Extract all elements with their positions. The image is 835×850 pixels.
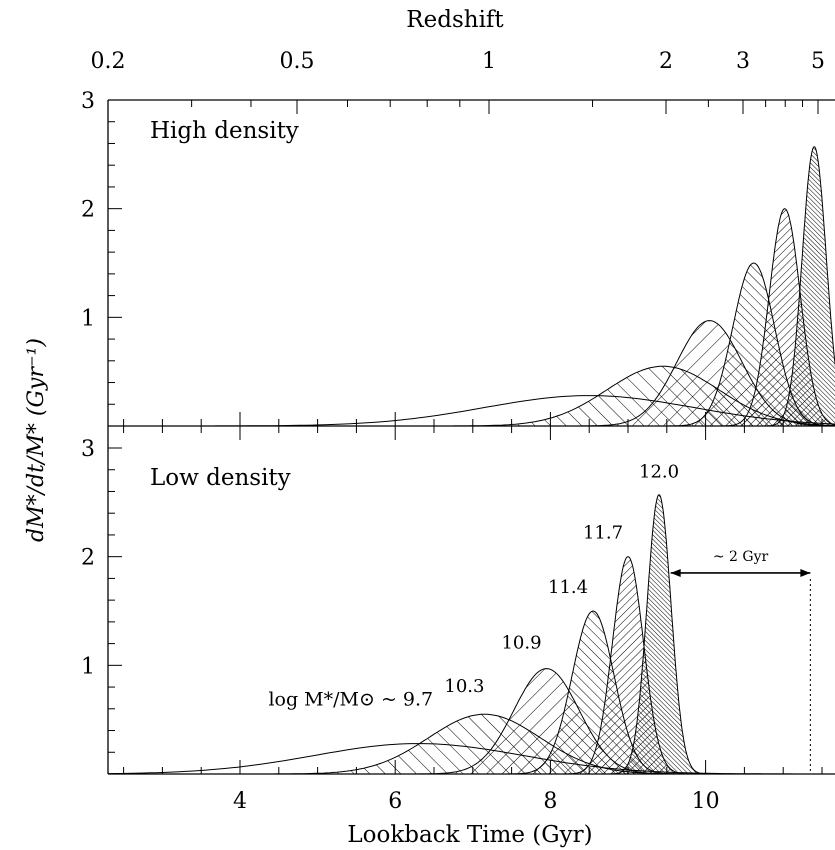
y-tick-label: 3	[81, 89, 95, 114]
arrow-head-right	[800, 568, 811, 577]
y-tick-label: 1	[81, 306, 95, 331]
series-label-11-4: 11.4	[548, 577, 588, 598]
x-tick-label: 4	[233, 789, 247, 814]
gap-annotation: ~ 2 Gyr	[713, 549, 769, 565]
sfh-curve-12	[763, 146, 835, 426]
bottom-panel	[108, 494, 835, 774]
series-label-9-7: log M*/M⊙ ~ 9.7	[268, 689, 433, 711]
series-label-10-3: 10.3	[444, 676, 484, 697]
y-tick-label: 1	[81, 654, 95, 679]
top-panel-title: High density	[150, 118, 299, 144]
redshift-tick-label: 1	[482, 49, 496, 74]
series-label-10-9: 10.9	[501, 633, 541, 654]
series-label-11-7: 11.7	[583, 523, 623, 544]
top-panel	[149, 146, 835, 426]
redshift-tick-label: 2	[659, 49, 673, 74]
x-tick-label: 6	[388, 789, 402, 814]
x-tick-label: 8	[543, 789, 557, 814]
y-tick-label: 2	[81, 198, 95, 223]
redshift-axis-label: Redshift	[406, 7, 504, 33]
arrow-head-left	[670, 568, 681, 577]
y-axis-label: dM*/dt/M* (Gyr⁻¹)	[24, 338, 49, 542]
x-axis-label: Lookback Time (Gyr)	[347, 822, 592, 848]
series-label-12: 12.0	[639, 462, 679, 483]
bottom-panel-title: Low density	[150, 465, 291, 491]
sfh-curve-12	[608, 494, 710, 774]
redshift-tick-label: 0.5	[280, 49, 315, 74]
redshift-tick-label: 0.2	[91, 49, 126, 74]
redshift-tick-label: 5	[811, 49, 825, 74]
y-tick-label: 3	[81, 437, 95, 462]
x-tick-label: 10	[692, 789, 720, 814]
y-tick-label: 2	[81, 546, 95, 571]
redshift-tick-label: 3	[736, 49, 750, 74]
